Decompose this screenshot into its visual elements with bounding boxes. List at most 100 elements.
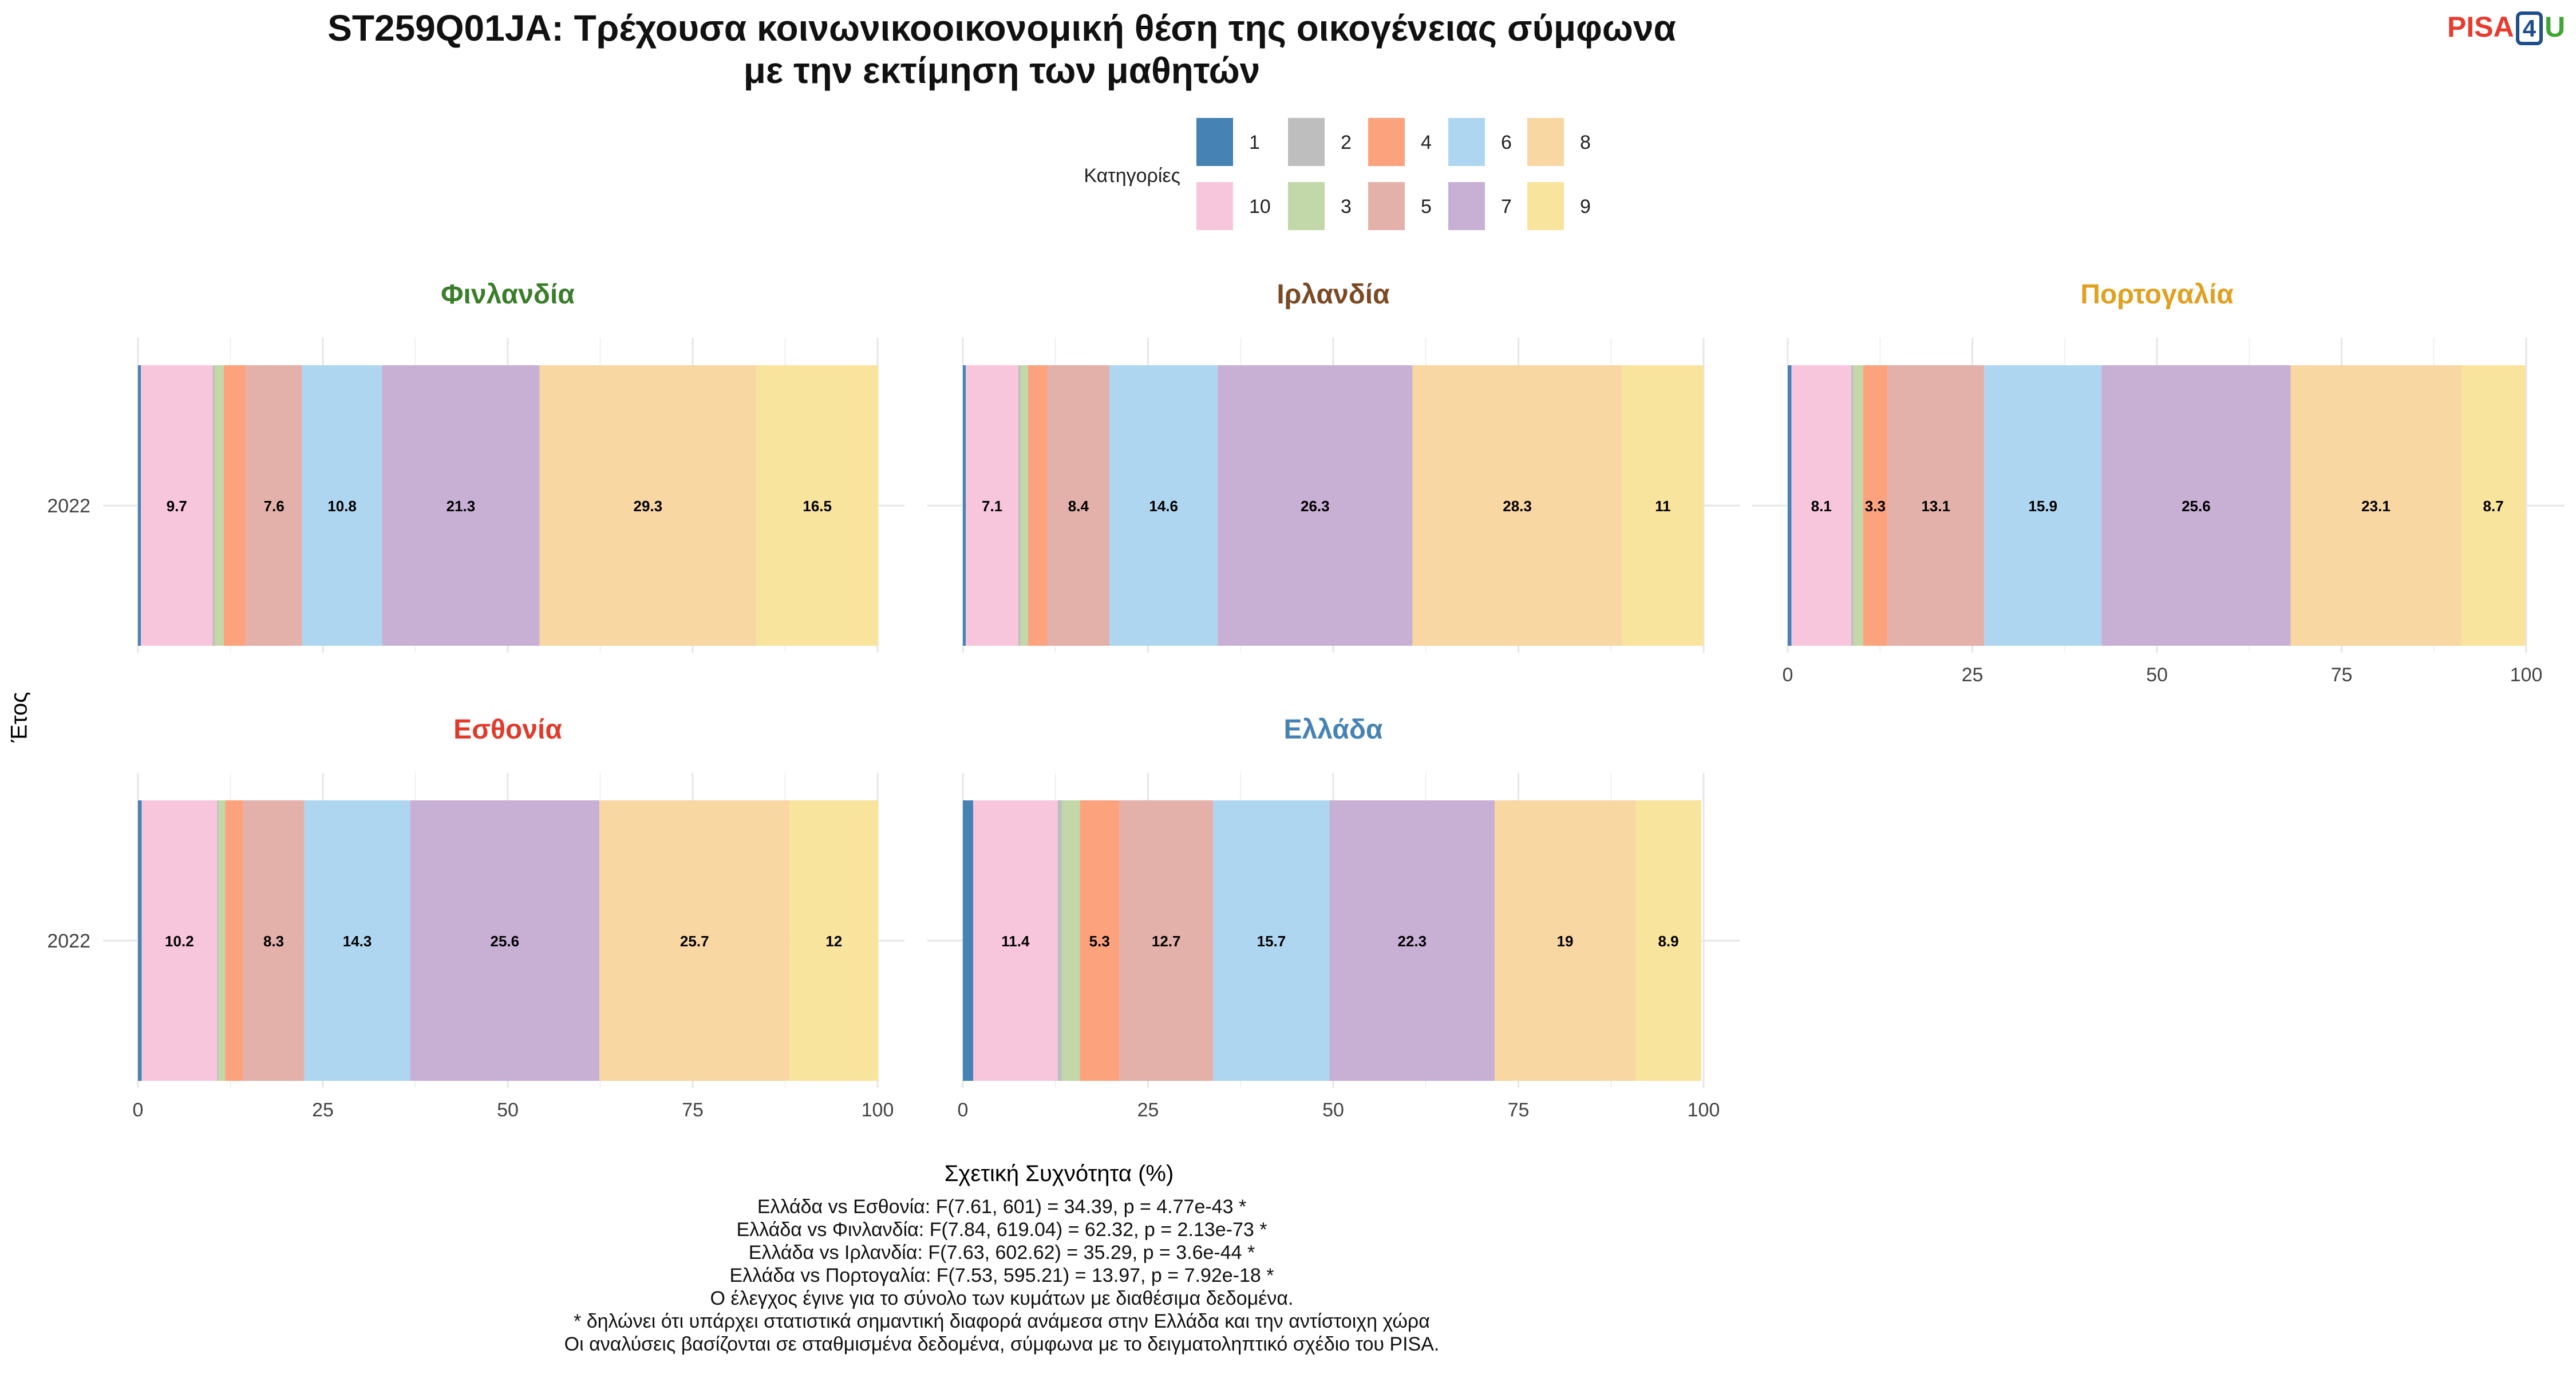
- legend-swatch-8: [1527, 118, 1564, 166]
- bar-segment-cat-10: [141, 365, 213, 646]
- legend-swatch-5: [1368, 182, 1405, 230]
- data-label-cat-7: 25.6: [2182, 498, 2211, 515]
- panel-title-1: Ιρλανδία: [1277, 279, 1390, 310]
- data-label-cat-5: 8.3: [263, 933, 284, 950]
- data-label-cat-10: 8.1: [1811, 498, 1832, 515]
- bar-segment-cat-4: [225, 800, 243, 1081]
- x-tick-label: 75: [1508, 1099, 1530, 1121]
- bar-segment-cat-6: [1984, 365, 2102, 646]
- bar-segment-cat-10: [966, 365, 1019, 646]
- bar-segment-cat-5: [1119, 800, 1214, 1081]
- bar-segment-cat-3: [1853, 365, 1863, 646]
- data-label-cat-6: 14.3: [343, 933, 372, 950]
- panel-title-4: Ελλάδα: [1284, 714, 1383, 745]
- x-tick-label: 50: [497, 1099, 519, 1121]
- data-label-cat-5: 7.6: [264, 498, 285, 515]
- bar-segment-cat-8: [1412, 365, 1622, 646]
- legend-label-5: 5: [1421, 196, 1432, 218]
- data-label-cat-7: 26.3: [1301, 498, 1330, 515]
- x-tick-label: 100: [862, 1099, 894, 1121]
- x-tick-label: 100: [2510, 664, 2543, 686]
- legend-swatch-6: [1448, 118, 1485, 166]
- legend-swatch-2: [1288, 118, 1325, 166]
- legend-swatch-4: [1368, 118, 1405, 166]
- data-label-cat-7: 25.6: [491, 933, 520, 950]
- data-label-cat-10: 7.1: [982, 498, 1002, 515]
- data-label-cat-9: 16.5: [803, 498, 832, 515]
- bar-segment-cat-5: [1047, 365, 1110, 646]
- data-label-cat-5: 13.1: [1921, 498, 1950, 515]
- legend-label-1: 1: [1249, 132, 1260, 153]
- bar-segment-cat-2: [1018, 365, 1021, 646]
- bar-segment-cat-4: [1863, 365, 1888, 646]
- data-label-cat-4: 3.3: [1865, 498, 1886, 515]
- bar-segment-cat-4: [1080, 800, 1120, 1081]
- legend-swatch-9: [1527, 182, 1564, 230]
- x-tick-label: 75: [682, 1099, 704, 1121]
- x-tick-label: 0: [1783, 664, 1793, 686]
- legend-swatch-3: [1288, 182, 1325, 230]
- bar-segment-cat-7: [410, 800, 600, 1081]
- legend-label-8: 8: [1580, 132, 1591, 153]
- bar-segment-cat-3: [1020, 365, 1028, 646]
- data-label-cat-8: 23.1: [2361, 498, 2391, 515]
- logo-four-text: 4: [2515, 11, 2543, 45]
- bar-segment-cat-6: [304, 800, 410, 1081]
- data-label-cat-7: 22.3: [1398, 933, 1427, 950]
- bar-segment-cat-1: [138, 800, 142, 1081]
- logo-pisa-text: PISA: [2447, 11, 2514, 43]
- bar-segment-cat-2: [217, 800, 219, 1081]
- data-label-cat-8: 19: [1557, 933, 1574, 950]
- footnote-line: Ελλάδα vs Φινλανδία: F(7.84, 619.04) = 6…: [736, 1219, 1267, 1241]
- bar-segment-cat-4: [223, 365, 246, 646]
- data-label-cat-5: 8.4: [1068, 498, 1089, 515]
- bar-segment-cat-8: [2290, 365, 2462, 646]
- legend-label-9: 9: [1580, 196, 1591, 218]
- footnote-line: Ελλάδα vs Πορτογαλία: F(7.53, 595.21) = …: [729, 1265, 1274, 1286]
- legend-swatch-10: [1196, 182, 1233, 230]
- bar-segment-cat-9: [756, 365, 879, 646]
- bar-segment-cat-7: [2101, 365, 2291, 646]
- bar-segment-cat-6: [302, 365, 382, 646]
- y-tick-label: 2022: [47, 930, 90, 952]
- x-tick-label: 25: [1137, 1099, 1159, 1121]
- bar-segment-cat-3: [218, 800, 226, 1081]
- footnote-line: Ο έλεγχος έγινε για το σύνολο των κυμάτω…: [710, 1288, 1294, 1309]
- footnote-line: Οι αναλύσεις βασίζονται σε σταθμισμένα δ…: [564, 1333, 1440, 1355]
- x-tick-label: 50: [1322, 1099, 1344, 1121]
- panel-title-3: Εσθονία: [453, 714, 562, 745]
- x-tick-label: 0: [958, 1099, 969, 1121]
- bar-segment-cat-3: [1062, 800, 1080, 1081]
- bar-segment-cat-1: [963, 800, 974, 1081]
- data-label-cat-9: 8.9: [1658, 933, 1678, 950]
- legend-label-7: 7: [1501, 196, 1512, 218]
- bar-segment-cat-1: [963, 365, 966, 646]
- bar-segment-cat-2: [1057, 800, 1062, 1081]
- data-label-cat-6: 10.8: [327, 498, 357, 515]
- footnote-line: Ελλάδα vs Εσθονία: F(7.61, 601) = 34.39,…: [757, 1196, 1247, 1218]
- footnote-line: Ελλάδα vs Ιρλανδία: F(7.63, 602.62) = 35…: [748, 1242, 1255, 1264]
- data-label-cat-5: 12.7: [1152, 933, 1181, 950]
- x-tick-label: 50: [2146, 664, 2168, 686]
- bar-segment-cat-9: [1622, 365, 1704, 646]
- data-label-cat-6: 15.7: [1257, 933, 1286, 950]
- footnote-line: * δηλώνει ότι υπάρχει στατιστικά σημαντι…: [574, 1310, 1430, 1332]
- bar-segment-cat-8: [599, 800, 790, 1081]
- bar-segment-cat-3: [215, 365, 224, 646]
- data-label-cat-10: 11.4: [1001, 933, 1030, 950]
- data-label-cat-10: 10.2: [165, 933, 194, 950]
- legend-label-3: 3: [1341, 196, 1352, 218]
- bar-segment-cat-6: [1109, 365, 1218, 646]
- bar-segment-cat-10: [973, 800, 1058, 1081]
- panel-title-0: Φινλανδία: [441, 279, 575, 310]
- bar-segment-cat-5: [243, 800, 305, 1081]
- bar-segment-cat-8: [1495, 800, 1635, 1081]
- data-label-cat-8: 25.7: [680, 933, 709, 950]
- x-axis-title: Σχετική Συχνότητα (%): [944, 1161, 1174, 1186]
- bar-segment-cat-8: [539, 365, 757, 646]
- legend-label-2: 2: [1341, 132, 1352, 153]
- chart-title-line-1: ST259Q01JA: Τρέχουσα κοινωνικοοικονομική…: [327, 7, 1676, 49]
- bar-segment-cat-1: [1788, 365, 1792, 646]
- bar-segment-cat-7: [1329, 800, 1495, 1081]
